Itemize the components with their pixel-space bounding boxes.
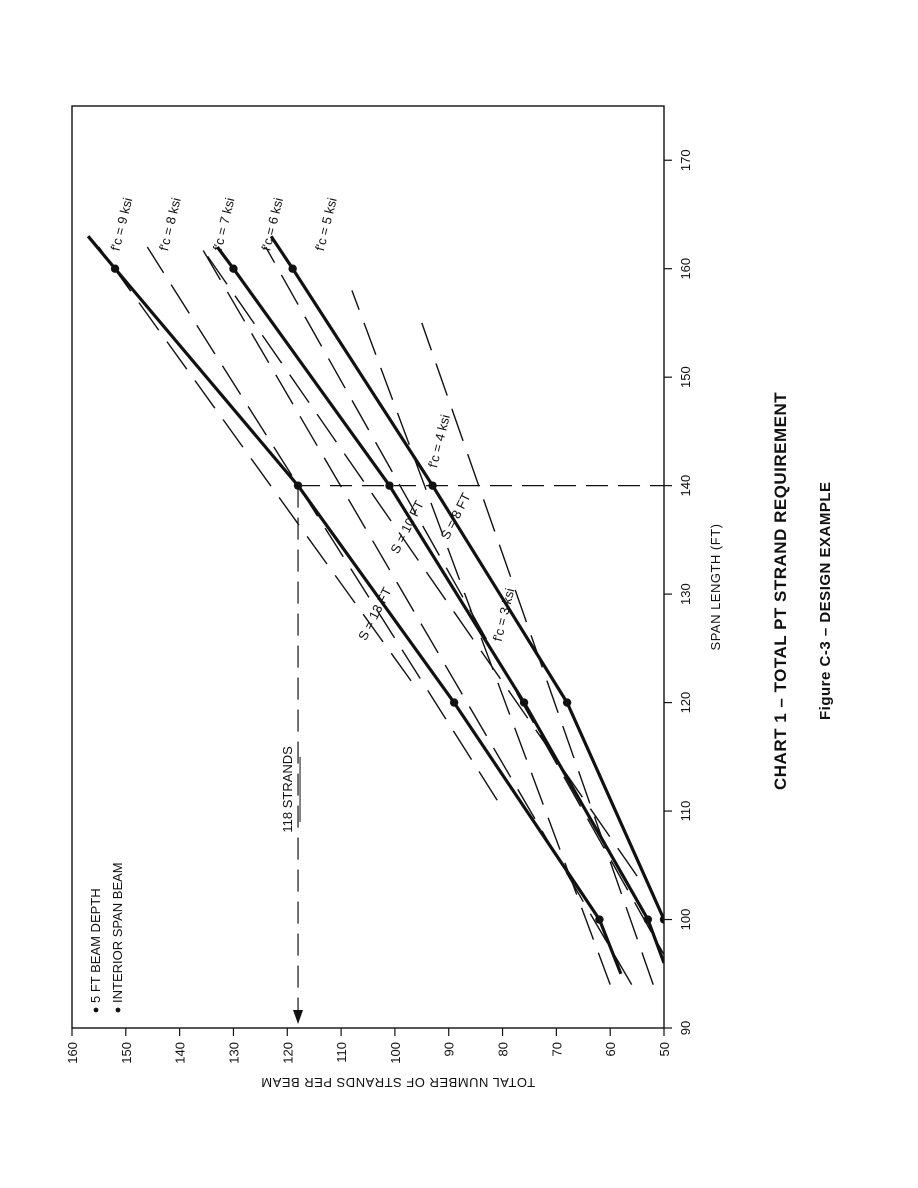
y-tick-label: 160	[65, 1042, 80, 1064]
y-tick-label: 80	[496, 1042, 511, 1056]
plot-area	[86, 235, 664, 1024]
data-point	[449, 698, 459, 707]
ksi-label: f'c = 5 ksi	[312, 196, 340, 252]
data-point	[229, 264, 238, 273]
data-point	[519, 698, 529, 707]
x-tick-label: 100	[678, 909, 693, 931]
ksi-label: f'c = 8 ksi	[156, 196, 184, 252]
y-tick-label: 100	[388, 1042, 403, 1064]
x-tick-label: 160	[678, 258, 693, 280]
series-line	[200, 246, 638, 877]
plot-frame	[71, 105, 665, 1029]
series-label: S = 8 FT	[437, 490, 473, 542]
x-tick-label: 150	[678, 366, 693, 388]
caption-group: CHART 1 – TOTAL PT STRAND REQUIREMENT Fi…	[771, 392, 834, 790]
x-tick-label: 140	[678, 475, 693, 497]
y-tick-label: 130	[226, 1042, 241, 1064]
rotated-chart-group: 90 100 110 120 130 140 150 160 170 50 60 70 80 90 100 1…	[65, 105, 723, 1090]
ksi-label: f'c = 7 ksi	[210, 196, 238, 252]
x-tick-label: 120	[678, 692, 693, 714]
series-line	[269, 235, 664, 923]
y-axis-title: TOTAL NUMBER OF STRANDS PER BEAM	[261, 1075, 535, 1090]
legend-entry: 5 FT BEAM DEPTH	[88, 888, 103, 1003]
x-tick-label: 130	[678, 583, 693, 605]
data-point	[659, 915, 664, 924]
x-tick-label: 110	[678, 801, 693, 822]
series-line	[216, 246, 664, 964]
series-line	[421, 322, 654, 985]
y-tick-label: 70	[549, 1042, 564, 1056]
series-label: S = 10 FT	[387, 498, 426, 556]
legend-bullet	[93, 1007, 99, 1013]
ksi-label: f'c = 9 ksi	[108, 196, 136, 252]
figure-caption: Figure C-3 – DESIGN EXAMPLE	[817, 481, 834, 720]
series-line	[200, 246, 633, 985]
legend-bullet	[115, 1007, 121, 1013]
ksi-label: f'c = 6 ksi	[258, 196, 286, 252]
data-point	[595, 915, 604, 924]
series-line	[86, 235, 623, 975]
series-line	[265, 246, 664, 957]
x-tick-label: 170	[678, 149, 693, 171]
x-axis-title: SPAN LENGTH (FT)	[708, 524, 723, 651]
data-point	[562, 698, 572, 707]
series-line	[351, 290, 611, 985]
x-tick-label: 90	[678, 1021, 693, 1035]
data-point	[385, 481, 394, 490]
chart-title: CHART 1 – TOTAL PT STRAND REQUIREMENT	[771, 392, 790, 790]
y-tick-label: 150	[119, 1042, 134, 1064]
y-tick-label: 110	[334, 1042, 349, 1063]
strand-marker-label: 118 STRANDS	[280, 746, 295, 833]
series-line	[98, 246, 412, 682]
ksi-label: f'c = 4 ksi	[425, 413, 453, 469]
data-point	[288, 264, 297, 273]
series-line	[146, 246, 498, 801]
legend-entry: INTERIOR SPAN BEAM	[110, 862, 125, 1003]
y-tick-label: 120	[280, 1042, 295, 1064]
y-tick-label: 140	[173, 1042, 188, 1064]
arrow-head	[293, 1010, 304, 1024]
y-tick-label: 60	[603, 1042, 618, 1056]
y-tick-label: 90	[442, 1042, 457, 1056]
y-tick-label: 50	[657, 1042, 672, 1056]
